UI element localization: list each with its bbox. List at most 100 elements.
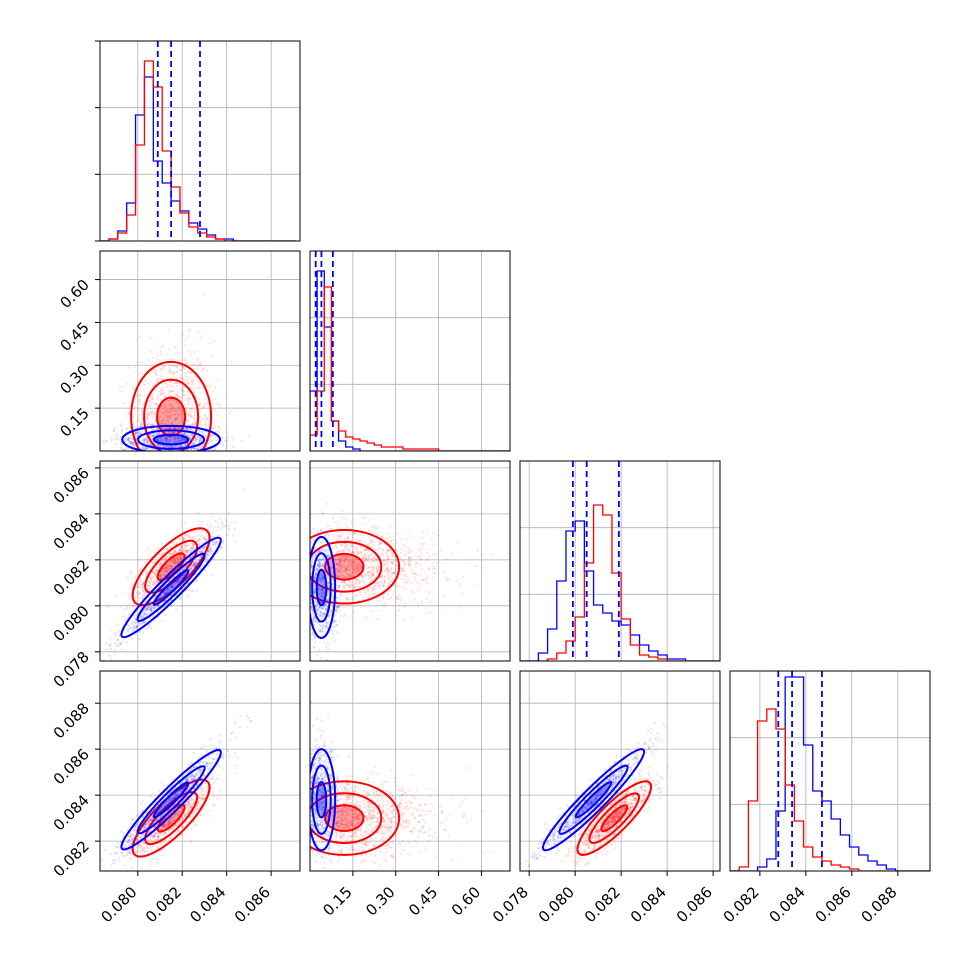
scatter-point: [184, 571, 188, 574]
scatter-point: [170, 585, 173, 589]
scatter-point: [372, 592, 375, 595]
scatter-point: [159, 437, 162, 440]
scatter-point: [181, 389, 184, 392]
scatter-point: [196, 416, 199, 419]
scatter-point: [191, 363, 194, 367]
scatter-point: [179, 553, 182, 557]
scatter-point: [133, 622, 136, 625]
scatter-point: [136, 446, 139, 449]
scatter-point: [149, 608, 153, 611]
scatter-point: [184, 427, 187, 430]
scatter-point: [351, 566, 354, 570]
scatter-point: [146, 423, 149, 426]
scatter-point: [151, 397, 155, 400]
scatter-point: [162, 440, 165, 444]
scatter-point: [189, 547, 192, 550]
scatter-point: [138, 592, 141, 595]
scatter-point: [175, 392, 178, 396]
scatter-point: [371, 574, 374, 577]
scatter-point: [345, 525, 349, 528]
scatter-point: [320, 613, 324, 616]
scatter-point: [311, 638, 314, 641]
scatter-point: [167, 445, 170, 449]
scatter-point: [190, 380, 193, 383]
scatter-point: [143, 595, 146, 598]
scatter-point: [338, 561, 342, 564]
scatter-point: [180, 408, 183, 411]
scatter-point: [432, 532, 435, 535]
scatter-point: [141, 597, 144, 600]
scatter-point: [195, 579, 199, 583]
scatter-point: [393, 589, 396, 592]
scatter-point: [433, 567, 436, 570]
scatter-point: [377, 549, 380, 552]
scatter-point: [162, 567, 165, 570]
scatter-point: [346, 573, 350, 576]
scatter-point: [341, 559, 344, 562]
scatter-point: [142, 621, 145, 624]
scatter-point: [225, 524, 229, 527]
scatter-point: [351, 568, 355, 571]
scatter-point: [393, 568, 397, 571]
scatter-point: [202, 366, 205, 370]
scatter-point: [322, 586, 325, 590]
scatter-point: [362, 556, 365, 559]
scatter-point: [188, 422, 191, 426]
scatter-point: [143, 429, 147, 432]
scatter-point: [180, 377, 183, 380]
scatter-point: [210, 573, 213, 576]
scatter-point: [125, 428, 128, 431]
scatter-point: [312, 554, 315, 557]
scatter-point: [169, 445, 172, 448]
scatter-point: [172, 414, 175, 417]
scatter-point: [358, 569, 361, 572]
scatter-point: [371, 526, 374, 529]
scatter-point: [189, 407, 193, 410]
scatter-point: [161, 378, 164, 381]
scatter-point: [136, 586, 139, 589]
scatter-point: [194, 421, 198, 424]
scatter-point: [182, 536, 186, 539]
scatter-point: [183, 371, 187, 374]
scatter-point: [123, 439, 126, 443]
scatter-point: [373, 548, 376, 551]
scatter-point: [145, 571, 149, 574]
scatter-point: [159, 368, 162, 371]
scatter-point: [124, 618, 127, 622]
scatter-point: [120, 640, 123, 643]
scatter-point: [182, 538, 185, 541]
scatter-point: [320, 595, 323, 598]
scatter-point: [390, 568, 393, 571]
scatter-point: [318, 605, 321, 609]
scatter-point: [431, 562, 434, 565]
scatter-point: [175, 444, 178, 448]
scatter-point: [133, 437, 136, 441]
scatter-point: [180, 432, 183, 435]
scatter-point: [386, 593, 389, 596]
scatter-point: [397, 597, 400, 600]
scatter-point: [184, 338, 188, 341]
scatter-point: [161, 417, 165, 420]
scatter-point: [446, 558, 449, 561]
scatter-point: [150, 606, 153, 609]
scatter-point: [163, 593, 166, 596]
scatter-point: [178, 421, 181, 425]
scatter-point: [149, 443, 152, 446]
scatter-point: [203, 402, 207, 405]
scatter-point: [388, 535, 391, 539]
scatter-point: [168, 436, 171, 439]
scatter-point: [177, 436, 180, 439]
scatter-point: [178, 439, 182, 442]
scatter-point: [379, 580, 383, 584]
scatter-point: [163, 414, 166, 417]
scatter-point: [161, 440, 164, 444]
scatter-point: [193, 566, 196, 569]
scatter-point: [346, 572, 349, 575]
scatter-point: [174, 438, 177, 442]
scatter-point: [355, 550, 359, 553]
scatter-point: [191, 547, 194, 550]
scatter-point: [156, 598, 160, 601]
scatter-point: [313, 578, 316, 581]
scatter-point: [124, 436, 127, 440]
scatter-point: [146, 446, 149, 449]
